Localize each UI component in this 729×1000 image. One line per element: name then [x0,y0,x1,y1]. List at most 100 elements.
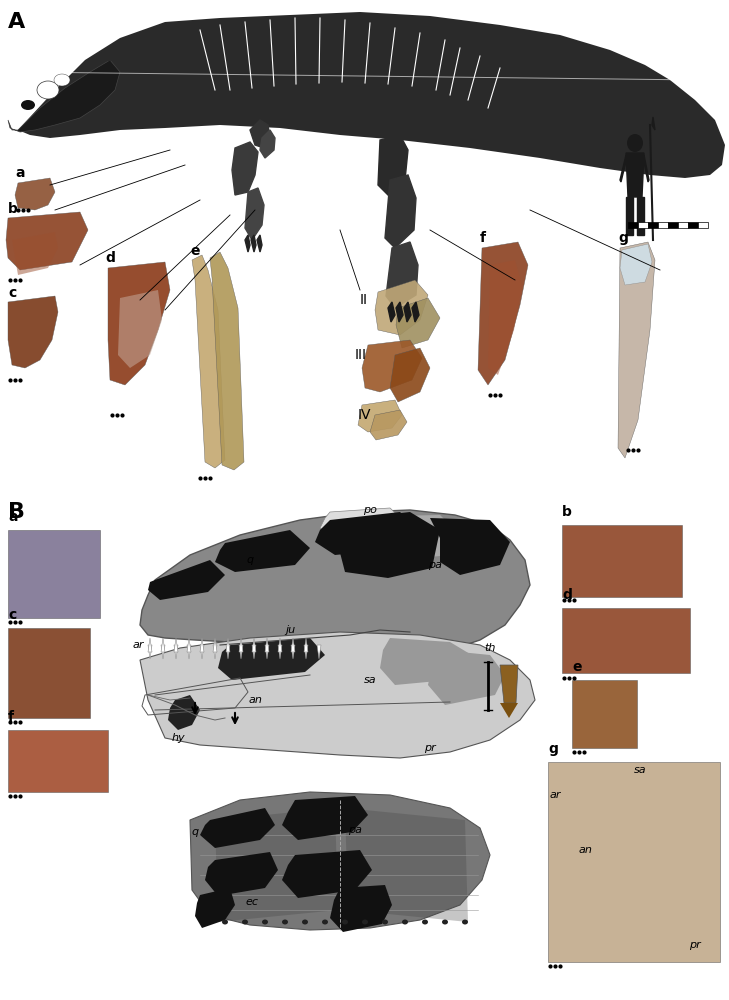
Bar [8,530,100,618]
Polygon shape [161,638,165,652]
Text: f: f [8,710,14,724]
Text: d: d [105,251,115,265]
Polygon shape [218,638,325,680]
Polygon shape [8,60,120,132]
Text: B: B [8,502,25,522]
Polygon shape [161,645,165,659]
Polygon shape [396,302,403,322]
Polygon shape [320,508,408,538]
Text: II: II [360,293,368,307]
Polygon shape [362,340,422,392]
Text: g: g [548,742,558,756]
Polygon shape [370,410,407,440]
Polygon shape [100,25,200,62]
Text: e: e [190,244,200,258]
Polygon shape [620,155,627,182]
Polygon shape [245,235,250,252]
Polygon shape [226,638,230,652]
Text: IV: IV [358,408,372,422]
Text: a: a [15,166,25,180]
Polygon shape [317,645,321,659]
Polygon shape [282,796,368,840]
Polygon shape [626,153,644,197]
Polygon shape [12,232,58,275]
Text: A: A [8,12,26,32]
Polygon shape [620,244,652,285]
Polygon shape [200,808,275,848]
Ellipse shape [627,134,643,152]
Polygon shape [250,120,270,148]
Ellipse shape [362,920,368,924]
Polygon shape [140,632,535,758]
Text: ju: ju [285,625,295,635]
Polygon shape [378,135,408,195]
Polygon shape [148,560,225,600]
Text: q: q [192,827,198,837]
Polygon shape [643,155,649,182]
Polygon shape [291,638,295,652]
Ellipse shape [462,920,468,924]
Polygon shape [388,515,460,560]
Bar [688,222,698,228]
Text: th: th [484,643,496,653]
Bar [638,222,648,228]
Polygon shape [291,645,295,659]
Polygon shape [226,645,230,659]
Polygon shape [278,638,282,652]
Polygon shape [375,280,428,335]
Polygon shape [265,645,269,659]
Ellipse shape [322,920,328,924]
Text: ec: ec [246,897,259,907]
Text: e: e [572,660,582,674]
Polygon shape [215,530,310,572]
Polygon shape [190,792,490,930]
Ellipse shape [402,920,408,924]
Bar [548,762,720,962]
Text: ar: ar [549,790,561,800]
Text: q: q [246,555,254,565]
Polygon shape [239,645,243,659]
Text: pa: pa [348,825,362,835]
Text: a: a [8,510,17,524]
Text: b: b [562,505,572,519]
Polygon shape [195,888,235,928]
Polygon shape [315,512,420,555]
Polygon shape [386,242,418,308]
Polygon shape [252,638,256,652]
Polygon shape [282,850,372,898]
Ellipse shape [442,920,448,924]
Polygon shape [637,197,644,235]
Ellipse shape [302,920,308,924]
Text: hy: hy [171,733,185,743]
Bar [8,730,108,792]
Text: III: III [355,348,367,362]
Polygon shape [174,645,178,659]
Ellipse shape [262,920,268,924]
Polygon shape [265,638,269,652]
Polygon shape [412,302,419,322]
Text: c: c [8,608,16,622]
Polygon shape [245,188,264,240]
Polygon shape [187,645,191,659]
Bar [658,222,668,228]
Ellipse shape [342,920,348,924]
Bar [668,222,678,228]
Ellipse shape [222,920,228,924]
Polygon shape [304,645,308,659]
Text: b: b [8,202,18,216]
Bar [572,680,637,748]
Polygon shape [174,638,178,652]
Polygon shape [428,650,505,705]
Bar [628,222,638,228]
Polygon shape [232,142,258,195]
Ellipse shape [282,920,288,924]
Text: pr: pr [424,743,436,753]
Text: f: f [480,231,486,245]
Text: pa: pa [428,560,442,570]
Polygon shape [148,645,152,659]
Polygon shape [358,400,402,432]
Bar [698,222,708,228]
Polygon shape [215,808,338,922]
Polygon shape [626,197,633,235]
Polygon shape [430,518,510,575]
